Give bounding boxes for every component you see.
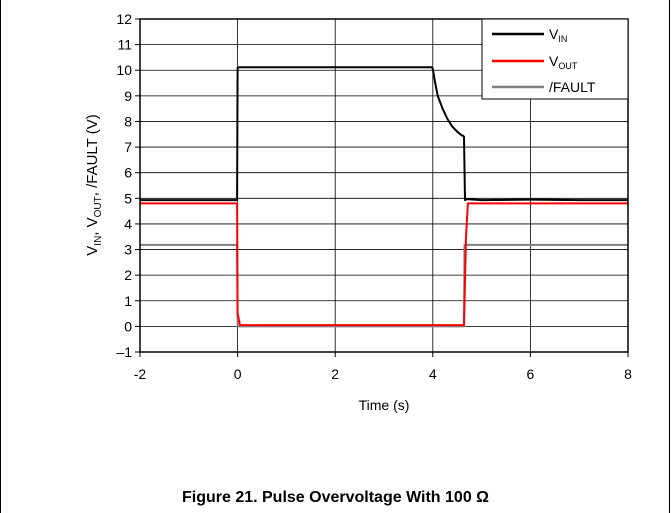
y-tick-label: 12 xyxy=(116,11,132,27)
y-tick-label: 10 xyxy=(116,62,132,78)
plot-border xyxy=(139,18,629,353)
y-label-part: V xyxy=(84,246,101,256)
ticks xyxy=(135,18,629,357)
y-tick-label: 5 xyxy=(124,190,132,206)
y-axis-label: VIN, VOUT, /FAULT (V) xyxy=(84,114,104,255)
y-label-sub-out: OUT xyxy=(93,196,104,217)
y-label-sub-in: IN xyxy=(93,236,104,246)
y-tick-label: 4 xyxy=(124,216,132,232)
x-axis-label: Time (s) xyxy=(359,397,410,413)
y-tick-label: 2 xyxy=(124,267,132,283)
y-tick-label: 6 xyxy=(124,165,132,181)
y-label-part: , /FAULT (V) xyxy=(84,114,101,196)
x-tick-label: 4 xyxy=(429,366,437,382)
series-line-fault xyxy=(140,243,628,328)
y-tick-label: 3 xyxy=(124,242,132,258)
y-tick-label: 0 xyxy=(124,318,132,334)
y-tick-label: 1 xyxy=(124,293,132,309)
x-tick-label: 2 xyxy=(331,366,339,382)
legend-label-vout: VOUT xyxy=(549,53,578,71)
legend: VIN VOUT /FAULT xyxy=(481,18,629,100)
y-label-part: , V xyxy=(84,217,101,235)
x-tick-label: -2 xyxy=(134,366,147,382)
series-line-vin xyxy=(140,66,628,202)
legend-label-fault: /FAULT xyxy=(549,79,596,95)
y-tick-label: –1 xyxy=(116,344,132,360)
figure-caption: Figure 21. Pulse Overvoltage With 100 Ω xyxy=(181,489,489,506)
legend-label-vin: VIN xyxy=(549,26,567,44)
series-line-vout xyxy=(140,202,628,327)
x-tick-label: 0 xyxy=(234,366,242,382)
series-layer xyxy=(140,66,628,328)
y-tick-label: 9 xyxy=(124,88,132,104)
y-tick-label: 8 xyxy=(124,113,132,129)
y-tick-label: 7 xyxy=(124,139,132,155)
x-tick-label: 6 xyxy=(527,366,535,382)
y-tick-label: 11 xyxy=(117,37,132,53)
x-tick-label: 8 xyxy=(624,366,632,382)
legend-box xyxy=(481,18,629,100)
